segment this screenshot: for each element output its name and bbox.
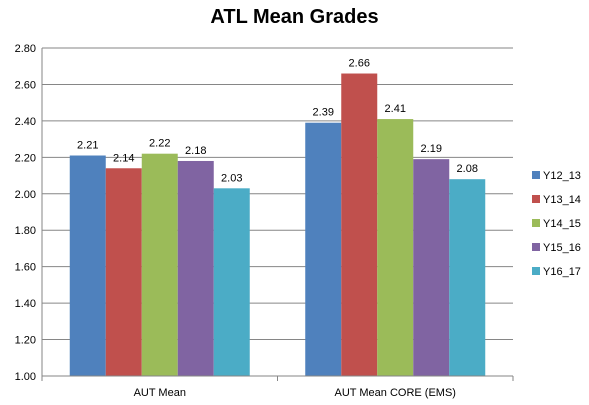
legend: Y12_13 Y13_14 Y14_15 Y15_16 Y16_17 [532, 170, 581, 278]
x-category-label: AUT Mean [134, 387, 186, 399]
data-label: 2.22 [149, 138, 170, 150]
legend-swatch [532, 171, 540, 179]
bar [449, 179, 486, 376]
bar [213, 188, 250, 376]
data-label: 2.19 [421, 143, 442, 155]
y-tick-label: 2.40 [15, 116, 36, 128]
y-tick-label: 2.60 [15, 79, 36, 91]
bar [341, 73, 378, 376]
y-tick-label: 1.20 [15, 335, 36, 347]
bar [305, 122, 342, 376]
data-label: 2.14 [113, 152, 134, 164]
y-tick-label: 1.60 [15, 262, 36, 274]
y-tick-label: 1.80 [15, 225, 36, 237]
legend-label: Y15_16 [543, 242, 581, 254]
legend-swatch [532, 219, 540, 227]
data-label: 2.21 [77, 140, 98, 152]
bar [177, 160, 214, 376]
x-category-label: AUT Mean CORE (EMS) [335, 387, 456, 399]
legend-label: Y13_14 [543, 194, 581, 206]
data-label: 2.03 [221, 172, 242, 184]
legend-label: Y12_13 [543, 170, 581, 182]
y-tick-label: 1.40 [15, 298, 36, 310]
bars [69, 73, 486, 377]
chart-title: ATL Mean Grades [210, 6, 379, 28]
y-tick-label: 2.00 [15, 189, 36, 201]
bar [69, 155, 106, 376]
y-tick-label: 2.20 [15, 152, 36, 164]
bar [141, 153, 178, 376]
bar [413, 159, 450, 376]
data-label: 2.18 [185, 145, 206, 157]
bar [377, 119, 414, 377]
data-labels: 2.21 2.14 2.22 2.18 2.03 2.39 2.66 2.41 2.19 2.08 [77, 58, 478, 185]
legend-label: Y14_15 [543, 218, 581, 230]
y-tick-label: 2.80 [15, 43, 36, 55]
bar [105, 168, 142, 376]
data-label: 2.66 [349, 58, 370, 70]
legend-swatch [532, 267, 540, 275]
data-label: 2.41 [385, 103, 406, 115]
axes: 1.00 1.20 1.40 1.60 1.80 2.00 2.20 2.40 2.60 2.80… [15, 43, 514, 399]
data-label: 2.08 [457, 163, 478, 175]
data-label: 2.39 [313, 107, 334, 119]
y-tick-label: 1.00 [15, 371, 36, 383]
legend-label: Y16_17 [543, 266, 581, 278]
legend-swatch [532, 195, 540, 203]
legend-swatch [532, 243, 540, 251]
